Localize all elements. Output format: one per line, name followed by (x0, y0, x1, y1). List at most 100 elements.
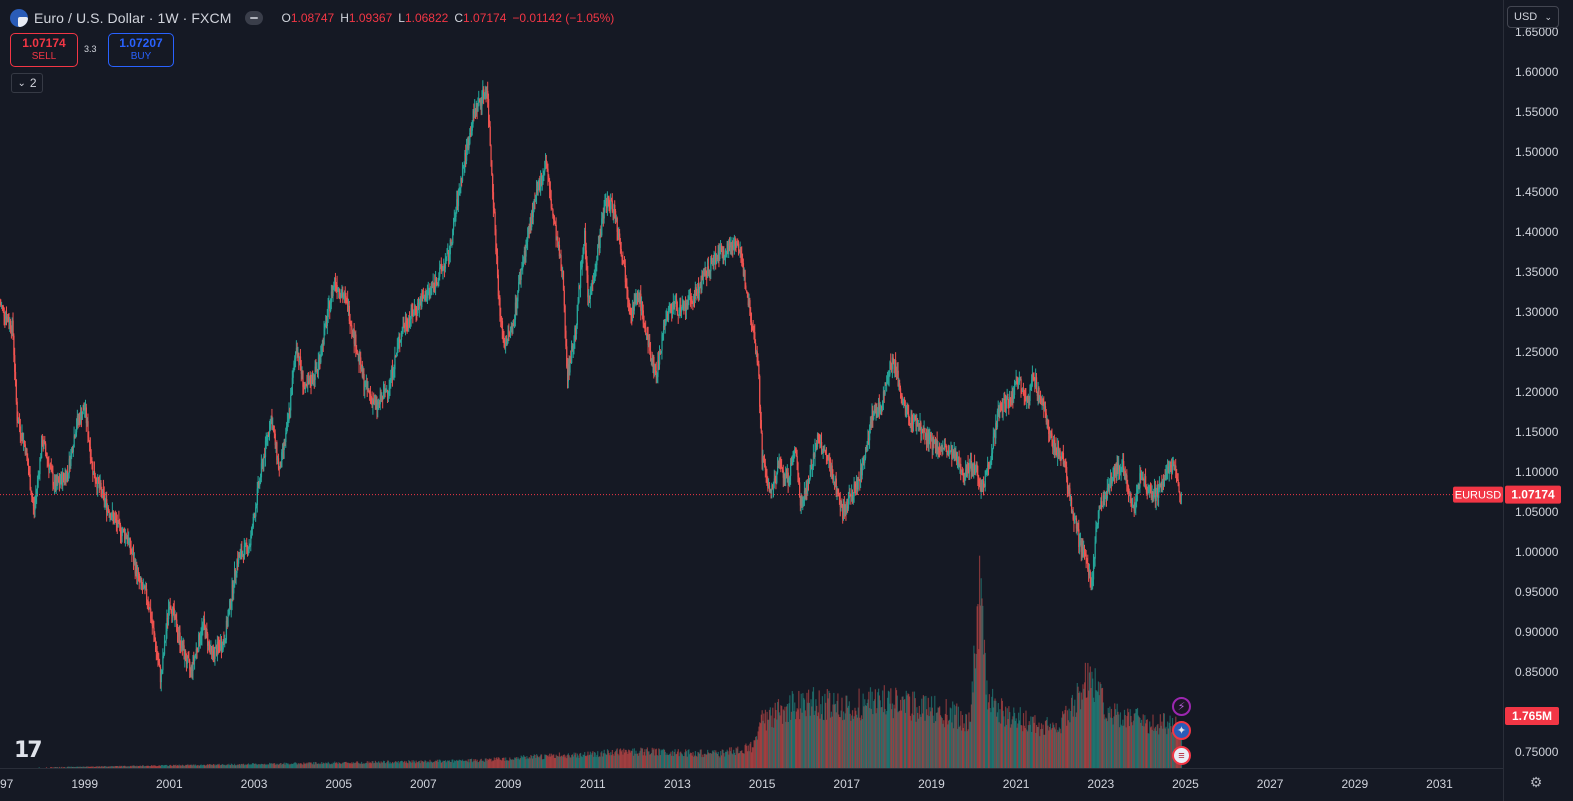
us-event-icon[interactable]: ≡ (1172, 746, 1191, 765)
volume-bar (879, 700, 881, 768)
volume-bar (685, 749, 687, 768)
volume-bar (946, 714, 948, 768)
currency-select[interactable]: USD ⌄ (1507, 6, 1559, 28)
candle-body (102, 489, 104, 496)
volume-bar (334, 763, 337, 768)
candle-body (291, 377, 293, 395)
candle-body (246, 542, 248, 546)
candle-body (947, 451, 949, 455)
candle-body (419, 302, 421, 304)
volume-bar (761, 710, 763, 768)
candle-body (416, 312, 418, 314)
buy-button[interactable]: 1.07207 BUY (108, 33, 174, 67)
volume-bar (1005, 724, 1008, 768)
candle-body (230, 601, 232, 609)
time-axis: 1997199920012003200520072009201120132015… (0, 777, 1453, 791)
candle-body (997, 408, 999, 411)
volume-bar (674, 749, 676, 768)
candle-body (746, 290, 748, 293)
volume-bar (718, 756, 720, 768)
volume-bar (571, 754, 573, 768)
candle-body (964, 477, 966, 479)
flash-event-icon[interactable]: ⚡ (1172, 697, 1191, 716)
volume-bar (484, 758, 486, 768)
candle-body (588, 296, 591, 300)
volume-bar (1068, 708, 1070, 768)
candle-body (693, 296, 695, 304)
candle-body (940, 445, 942, 451)
candle-body (310, 383, 312, 386)
candle-body (245, 542, 247, 544)
volume-bar (1026, 729, 1028, 768)
candle-body (873, 414, 875, 420)
volume-bar (1010, 724, 1012, 768)
indicators-toggle-button[interactable]: ⌄ 2 (11, 73, 43, 93)
candle-body (1106, 487, 1109, 499)
hide-series-button[interactable] (245, 11, 264, 25)
candle-body (78, 417, 80, 421)
candle-body (507, 330, 509, 340)
candle-body (335, 284, 337, 286)
candle-body (461, 178, 463, 182)
candle-body (211, 646, 213, 652)
volume-bar (767, 719, 769, 768)
volume-bar (1148, 733, 1150, 768)
volume-bar (920, 716, 922, 768)
volume-bar (98, 766, 101, 768)
candle-body (732, 245, 734, 249)
candle-body (688, 298, 690, 300)
volume-bar (370, 763, 372, 768)
volume-bar (413, 760, 415, 768)
candle-body (682, 303, 684, 305)
candle-body (862, 458, 864, 463)
candle-body (927, 433, 929, 445)
tradingview-logo[interactable]: 17 (14, 738, 43, 763)
settings-gear-icon[interactable]: ⚙ (1529, 774, 1543, 790)
eu-event-icon[interactable]: ✦ (1172, 721, 1191, 740)
volume-bar (185, 764, 187, 768)
candle-body (193, 656, 195, 662)
candle-body (950, 448, 952, 451)
candle-body (820, 441, 822, 445)
volume-bar (493, 757, 495, 768)
candle-body (53, 485, 55, 487)
price-tick-label: 1.65000 (1515, 25, 1559, 39)
candle-body (1139, 473, 1141, 488)
volume-bar (895, 687, 897, 768)
volume-bar (113, 766, 115, 768)
candle-body (911, 413, 913, 424)
candle-body (1127, 485, 1130, 493)
candle-body (880, 406, 882, 410)
volume-bar (372, 761, 374, 768)
candle-body (742, 259, 744, 264)
volume-bar (52, 766, 54, 768)
candle-body (117, 520, 119, 528)
candle-body (1098, 505, 1100, 511)
volume-bar (611, 750, 613, 768)
volume-bar (1076, 682, 1078, 768)
volume-bar (291, 763, 293, 768)
candle-body (1066, 477, 1069, 489)
volume-bar (600, 752, 602, 768)
sell-button[interactable]: 1.07174 SELL (10, 33, 78, 67)
volume-bar (1101, 687, 1104, 768)
volume-bar (555, 754, 557, 768)
candle-body (212, 650, 215, 655)
volume-bar (362, 763, 364, 768)
symbol-header: Euro / U.S. Dollar · 1W · FXCM O1.08747 H… (10, 8, 614, 28)
candle-body (374, 399, 377, 403)
candle-body (124, 533, 127, 540)
candle-body (123, 528, 125, 531)
volume-bar (927, 697, 929, 768)
candle-body (89, 441, 91, 447)
volume-bar (524, 756, 526, 768)
candle-body (976, 464, 978, 475)
candle-body (1103, 495, 1105, 502)
candle-body (425, 292, 427, 301)
volume-bar (562, 754, 565, 768)
candle-body (517, 290, 519, 302)
volume-bar (325, 762, 327, 768)
symbol-title[interactable]: Euro / U.S. Dollar · 1W · FXCM (34, 10, 232, 26)
candle-body (801, 498, 803, 503)
